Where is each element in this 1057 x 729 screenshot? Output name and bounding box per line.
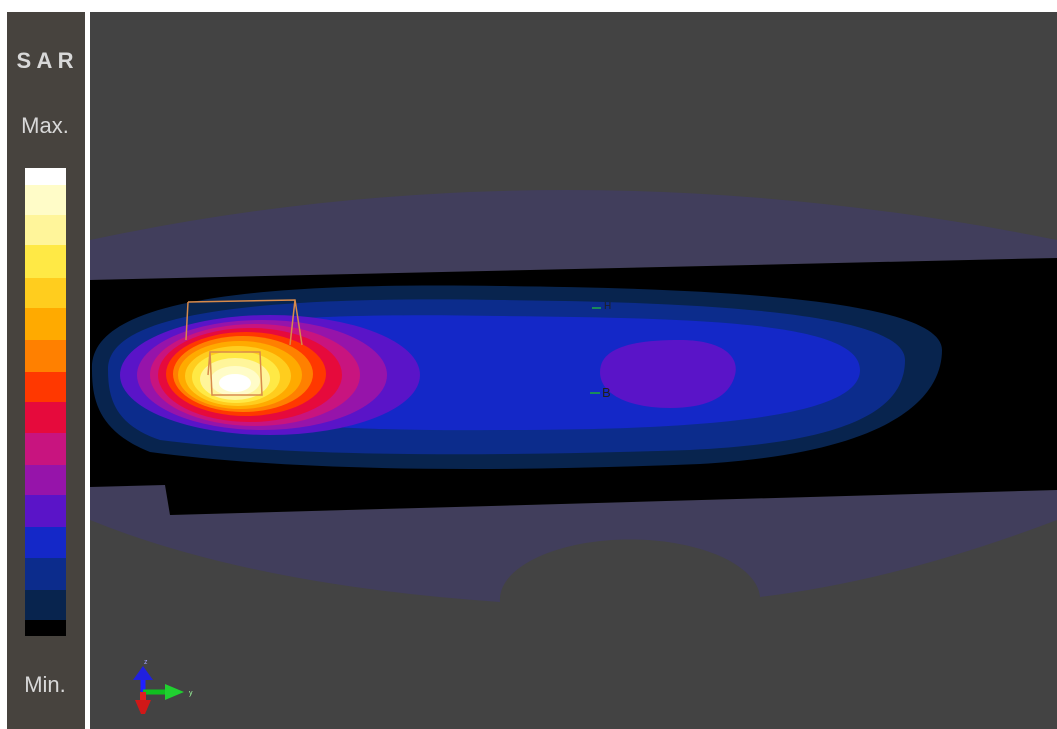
tissue-upper xyxy=(90,190,1057,280)
marker-b: B xyxy=(602,385,611,400)
axis-y-label: y xyxy=(189,690,193,697)
tissue-lower xyxy=(90,485,1057,602)
sar-contours xyxy=(91,285,943,469)
legend-title: S A R xyxy=(16,48,73,73)
legend-min: Min. xyxy=(24,672,66,697)
marker-h: H xyxy=(604,301,611,312)
legend-max: Max. xyxy=(21,113,69,138)
antenna-wireframe xyxy=(185,299,303,396)
axis-triad xyxy=(133,666,184,714)
color-bar xyxy=(25,168,66,636)
axis-z-label: z xyxy=(144,659,148,666)
